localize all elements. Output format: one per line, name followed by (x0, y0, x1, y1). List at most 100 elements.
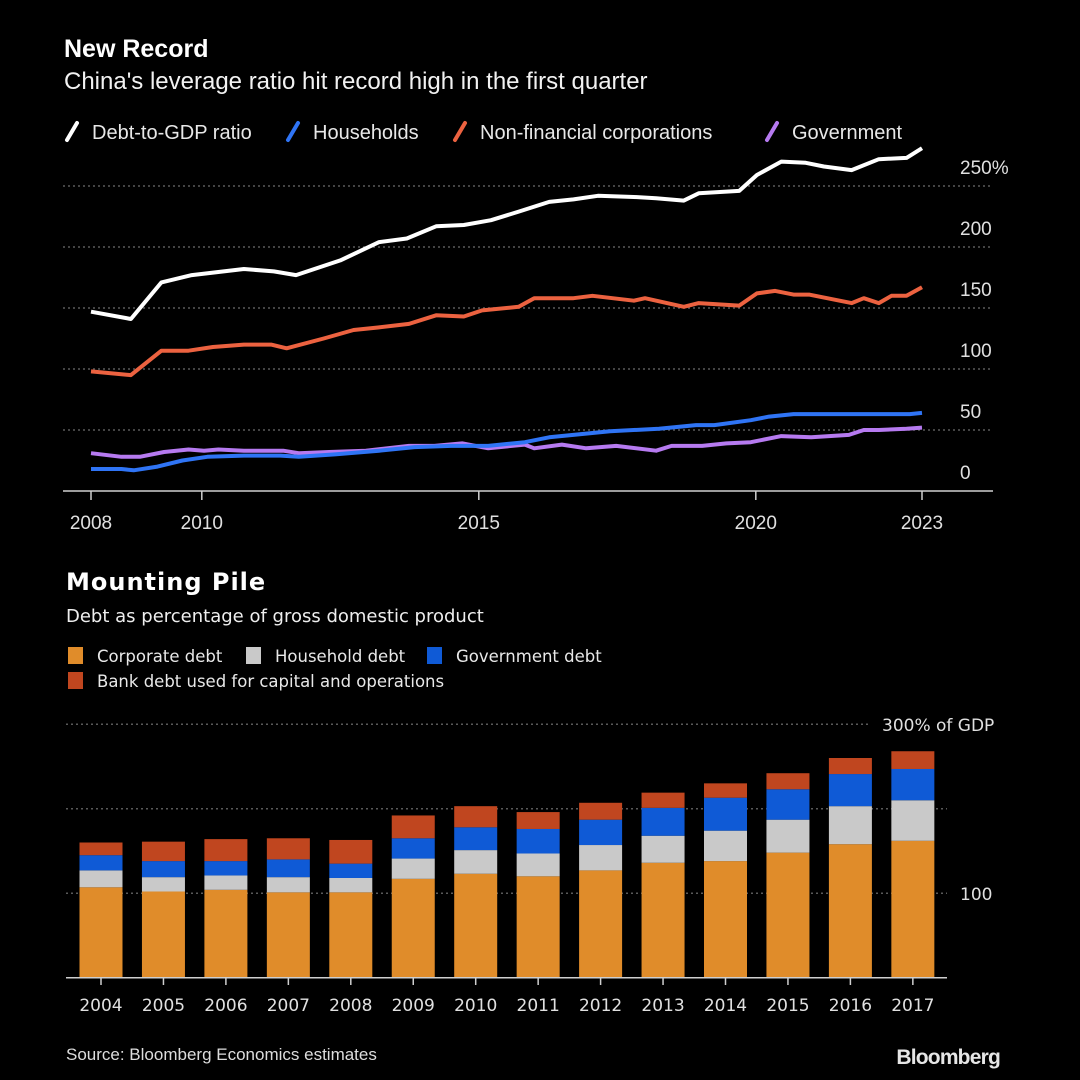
legend-swatch (246, 647, 261, 664)
bar-segment-household (579, 845, 623, 871)
chart1-subtitle: China's leverage ratio hit record high i… (64, 68, 648, 95)
x-tick-label: 2017 (891, 996, 934, 1016)
x-tick-label: 2007 (267, 996, 310, 1016)
series-line-government (90, 425, 923, 459)
x-tick-label: 2006 (204, 996, 247, 1016)
bar-segment-household (766, 819, 810, 853)
y-tick-label: 200 (960, 219, 992, 240)
bar-segment-bank (579, 802, 623, 820)
bar-segment-government (704, 797, 747, 831)
chart2-title: Mounting Pile (66, 568, 266, 596)
y-tick-label: 300% of GDP (882, 716, 994, 736)
bar-segment-corporate (704, 861, 747, 978)
series-line-households (91, 410, 923, 473)
bar-segment-bank (828, 758, 872, 775)
legend-label: Non-financial corporations (480, 122, 712, 144)
legend-label: Corporate debt (97, 647, 223, 666)
y-tick-label: 100 (960, 885, 992, 905)
bar-segment-corporate (204, 889, 248, 978)
bar-segment-bank (704, 783, 747, 798)
bar-segment-government (141, 861, 185, 878)
chart1-grid: 250% 200 150 100 50 0 2008 2010 2015 2020 2023 (63, 158, 1009, 534)
chart1-title: New Record (64, 35, 208, 63)
bar-segment-corporate (454, 873, 498, 978)
y-tick-label: 150 (960, 280, 992, 301)
bar-segment-household (516, 853, 560, 877)
bar-segment-household (891, 800, 935, 841)
x-tick-label: 2016 (829, 996, 872, 1016)
bar-segment-government (828, 774, 872, 807)
legend-label: Households (313, 122, 419, 144)
bar-segment-government (79, 855, 123, 871)
x-tick-label: 2012 (579, 996, 622, 1016)
y-tick-label: 50 (960, 402, 981, 423)
legend-swatch (427, 647, 442, 664)
x-tick-label: 2005 (142, 996, 185, 1016)
x-tick-label: 2008 (70, 513, 112, 534)
bar-segment-corporate (266, 892, 310, 978)
bar-segment-corporate (579, 870, 623, 978)
legend-label: Government (792, 122, 902, 144)
x-tick-label: 2023 (901, 513, 943, 534)
bar-segment-bank (891, 751, 935, 769)
bar-segment-corporate (79, 887, 123, 978)
legend-label: Bank debt used for capital and operation… (97, 672, 444, 691)
bar-segment-corporate (766, 852, 810, 978)
x-tick-label: 2015 (458, 513, 500, 534)
bar-segment-government (891, 768, 935, 801)
bar-segment-household (329, 877, 373, 893)
bar-segment-household (266, 877, 310, 893)
bar-segment-bank (79, 842, 123, 856)
series-line-non-financial-corporations (90, 285, 923, 378)
bar-segment-corporate (641, 862, 685, 978)
bar-segment-corporate (891, 840, 935, 978)
y-tick-label: 100 (960, 341, 992, 362)
bar-segment-bank (454, 806, 498, 828)
bar-segment-government (266, 859, 310, 878)
bloomberg-logo: Bloomberg (896, 1046, 1000, 1069)
x-tick-label: 2010 (181, 513, 223, 534)
chart1-legend: Debt-to-GDP ratio Households Non-financial… (65, 121, 902, 144)
bar-segment-corporate (391, 878, 435, 978)
legend-swatch (68, 672, 83, 689)
legend-line-icon (65, 121, 79, 142)
bar-segment-household (641, 835, 685, 863)
x-tick-label: 2011 (517, 996, 560, 1016)
series-line-debt-to-gdp-ratio (90, 146, 924, 321)
bar-segment-government (579, 819, 623, 846)
bar-segment-government (204, 861, 248, 876)
bar-segment-bank (204, 839, 248, 862)
bar-segment-government (516, 828, 560, 854)
bar-segment-corporate (329, 892, 373, 978)
bar-segment-bank (266, 838, 310, 860)
bar-segment-household (828, 806, 872, 845)
bar-segment-bank (766, 773, 810, 790)
legend-label: Debt-to-GDP ratio (92, 122, 252, 144)
bar-segment-bank (516, 812, 560, 829)
y-tick-label: 250% (960, 158, 1009, 179)
bar-segment-corporate (516, 876, 560, 978)
chart2-grid: 300% of GDP 100 2004 2005 2006 2007 2008 2009 20… (66, 716, 994, 1016)
bar-segment-household (391, 858, 435, 879)
bar-segment-bank (141, 841, 185, 862)
x-tick-label: 2008 (329, 996, 372, 1016)
bar-segment-government (766, 789, 810, 820)
x-tick-label: 2013 (641, 996, 684, 1016)
chart2-bars (66, 751, 947, 979)
y-tick-label: 0 (960, 463, 971, 484)
bar-segment-household (141, 877, 185, 892)
x-tick-label: 2009 (392, 996, 435, 1016)
chart2-legend: Corporate debt Household debt Government d… (68, 647, 602, 691)
bar-segment-bank (391, 815, 435, 839)
x-tick-label: 2014 (704, 996, 747, 1016)
bar-segment-household (704, 830, 747, 862)
legend-swatch (68, 647, 83, 664)
bar-segment-government (329, 863, 373, 878)
x-tick-label: 2015 (766, 996, 809, 1016)
legend-line-icon (453, 121, 467, 142)
bar-segment-government (391, 838, 435, 859)
x-tick-label: 2004 (79, 996, 122, 1016)
bar-segment-corporate (828, 844, 872, 978)
x-tick-label: 2010 (454, 996, 497, 1016)
legend-label: Household debt (275, 647, 406, 666)
